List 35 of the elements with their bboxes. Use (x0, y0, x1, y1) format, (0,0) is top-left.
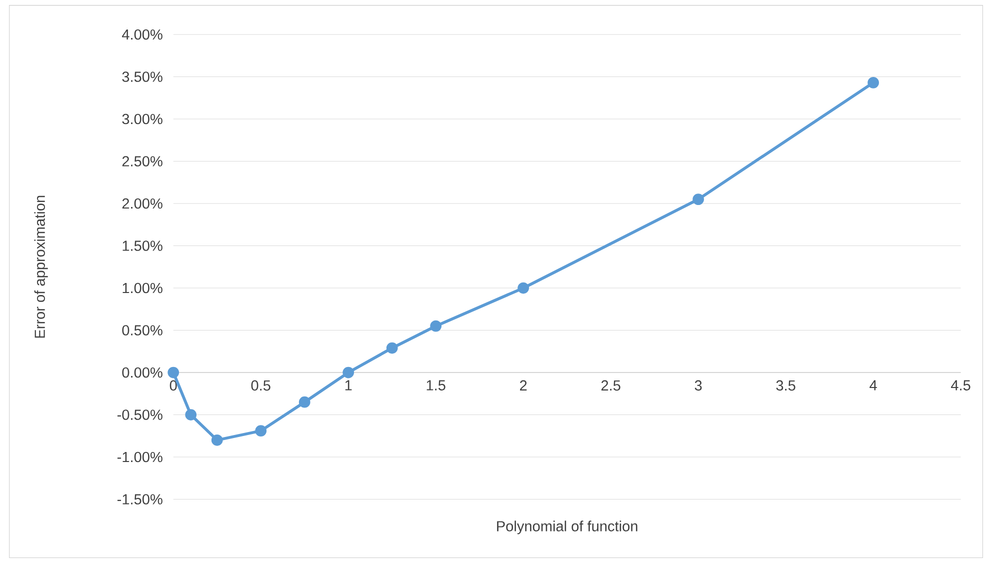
point (211, 434, 223, 446)
x-tick-label: 0 (170, 380, 177, 391)
y-tick-label: -1.50% (117, 494, 162, 504)
point (430, 320, 442, 332)
point (255, 425, 267, 437)
x-tick-label: 1 (345, 380, 352, 390)
point (518, 282, 530, 294)
point (298, 396, 310, 408)
x-tick-label: 4.5 (951, 380, 970, 390)
point (692, 194, 704, 205)
y-tick-label: 0.00% (122, 367, 162, 378)
x-tick-label: 0.5 (251, 380, 270, 391)
point (342, 366, 354, 378)
y-tick-label: -0.50% (117, 410, 162, 420)
y-tick-label: 4.00% (122, 29, 162, 40)
point (168, 366, 180, 378)
y-tick-label: 1.50% (122, 240, 162, 251)
point (386, 342, 398, 354)
point (185, 409, 197, 420)
y-tick-label: 2.50% (122, 156, 162, 166)
y-tick-label: 3.00% (122, 114, 162, 124)
x-tick-label: 2 (520, 380, 527, 390)
x-tick-label: 3.5 (776, 380, 796, 391)
x-tick-label: 4 (870, 380, 877, 390)
y-tick-label: 0.50% (122, 325, 162, 336)
x-tick-label: 2.5 (601, 380, 620, 391)
y-tick-label: 1.00% (122, 282, 162, 294)
x-tick-label: 3 (694, 380, 702, 391)
x-tick-label: 1.5 (426, 380, 446, 390)
y-tick-label: -1.00% (117, 452, 162, 462)
y-axis-title: Error of approximation (34, 196, 48, 338)
y-tick-label: 2.00% (122, 198, 162, 209)
x-axis-title: Polynomial of function (497, 520, 638, 534)
point (868, 77, 879, 88)
y-tick-label: 3.50% (122, 72, 162, 82)
